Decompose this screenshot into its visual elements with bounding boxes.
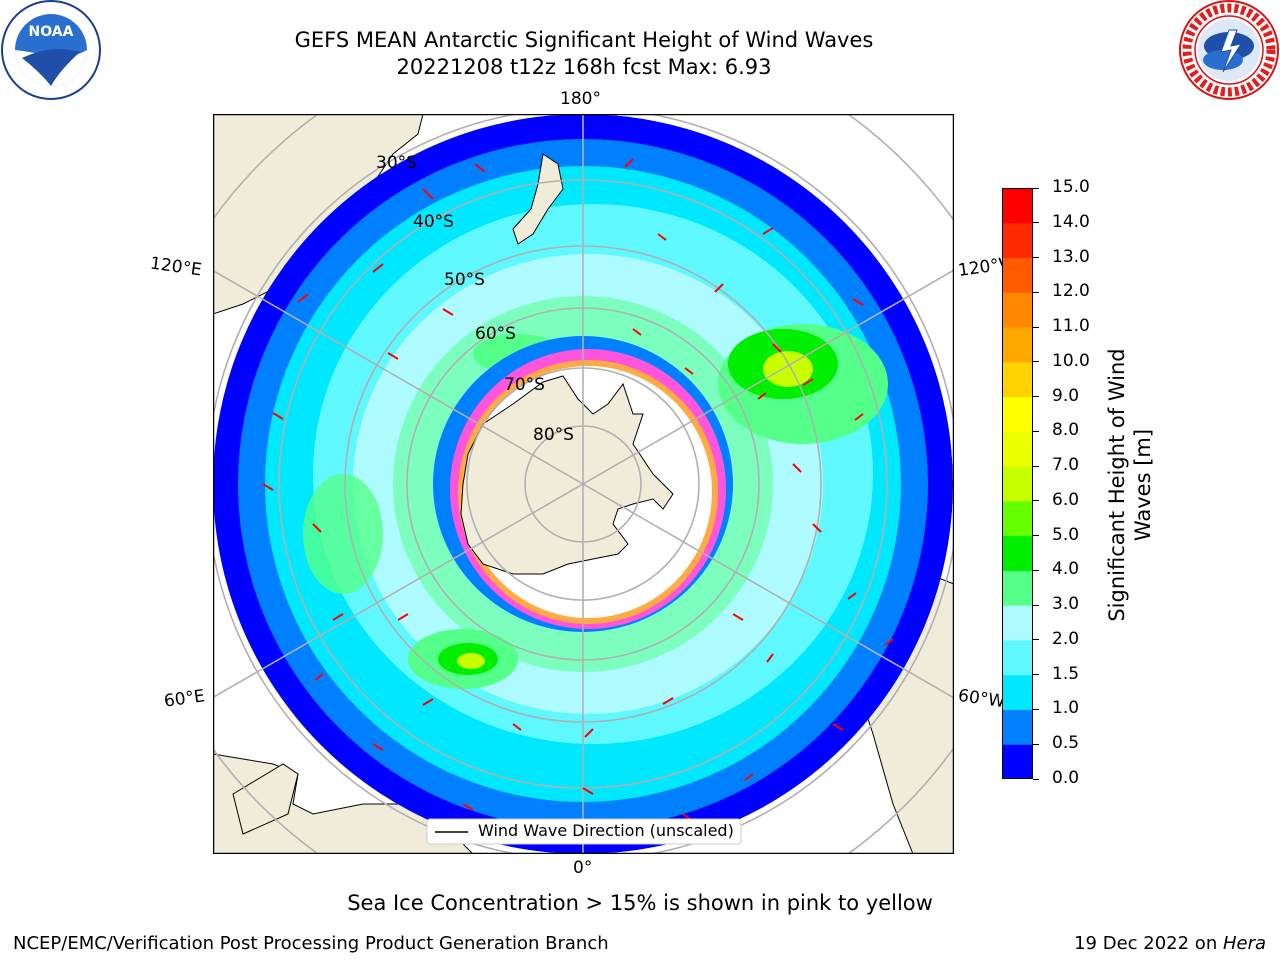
legend-label: Wind Wave Direction (unscaled) xyxy=(478,821,734,840)
colorbar-tick-mark xyxy=(1033,396,1039,398)
lon-label-120e: 120°E xyxy=(148,253,203,281)
colorbar-segment xyxy=(1002,396,1033,432)
lat-label-80s: 80°S xyxy=(533,425,574,445)
colorbar-tick-label: 1.0 xyxy=(1052,698,1080,719)
colorbar xyxy=(1002,188,1033,779)
colorbar-tick-label: 15.0 xyxy=(1052,177,1090,197)
lat-label-40s: 40°S xyxy=(413,212,454,232)
new-zealand-land xyxy=(512,153,564,245)
host-name: Hera xyxy=(1222,933,1266,954)
chart-subtitle: 20221208 t12z 168h fcst Max: 6.93 xyxy=(396,55,772,79)
lon-label-180: 180° xyxy=(560,89,601,109)
colorbar-tick-mark xyxy=(1033,361,1039,363)
lat-label-30s: 30°S xyxy=(376,153,417,173)
noaa-logo: NOAA xyxy=(1,0,101,100)
colorbar-tick-mark xyxy=(1033,778,1039,780)
colorbar-tick-label: 10.0 xyxy=(1052,350,1090,371)
colorbar-tick-label: 6.0 xyxy=(1052,489,1080,510)
colorbar-border xyxy=(1002,188,1033,779)
lat-label-70s: 70°S xyxy=(504,375,545,395)
colorbar-segment xyxy=(1002,709,1033,745)
colorbar-tick-mark xyxy=(1033,500,1039,502)
colorbar-tick-mark xyxy=(1033,222,1039,224)
lon-label-60w: 60°W xyxy=(956,685,1007,713)
colorbar-tick-label: 4.0 xyxy=(1052,559,1080,580)
colorbar-tick-label: 0.5 xyxy=(1052,733,1080,754)
colorbar-segment xyxy=(1002,605,1033,641)
colorbar-tick-mark xyxy=(1033,743,1039,745)
lat-label-60s: 60°S xyxy=(475,324,516,344)
colorbar-tick-label: 3.0 xyxy=(1052,594,1080,615)
colorbar-segment xyxy=(1002,466,1033,502)
colorbar-segment xyxy=(1002,222,1033,259)
colorbar-segment xyxy=(1002,257,1033,293)
colorbar-segment xyxy=(1002,188,1033,224)
madagascar-land xyxy=(232,763,299,835)
lon-label-60e: 60°E xyxy=(162,686,207,712)
colorbar-segment xyxy=(1002,327,1033,363)
lon-label-0: 0° xyxy=(573,858,593,878)
colorbar-tick-label: 1.5 xyxy=(1052,663,1080,684)
colorbar-title: Significant Height of Wind Waves [m] xyxy=(1105,348,1155,622)
colorbar-segment xyxy=(1002,674,1033,710)
colorbar-tick-mark xyxy=(1033,326,1039,328)
noaa-logo-text: NOAA xyxy=(29,24,74,40)
credit-date: 19 Dec 2022 on Hera xyxy=(1074,933,1266,954)
colorbar-tick-mark xyxy=(1033,465,1039,467)
sea-ice-note: Sea Ice Concentration > 15% is shown in … xyxy=(347,891,933,915)
colorbar-tick-mark xyxy=(1033,674,1039,676)
lat-label-50s: 50°S xyxy=(444,270,485,290)
colorbar-tick-label: 7.0 xyxy=(1052,455,1080,476)
colorbar-tick-label: 2.0 xyxy=(1052,628,1080,649)
colorbar-segment xyxy=(1002,744,1033,779)
colorbar-segment xyxy=(1002,431,1033,467)
chart-title: GEFS MEAN Antarctic Significant Height o… xyxy=(294,28,874,52)
credit-left: NCEP/EMC/Verification Post Processing Pr… xyxy=(13,933,609,954)
colorbar-tick-label: 14.0 xyxy=(1052,211,1090,232)
colorbar-tick-label: 13.0 xyxy=(1052,246,1090,267)
colorbar-tick-mark xyxy=(1033,535,1039,537)
colorbar-tick-label: 8.0 xyxy=(1052,420,1080,441)
colorbar-tick-label: 0.0 xyxy=(1052,768,1080,788)
colorbar-segment xyxy=(1002,639,1033,676)
colorbar-tick-label: 11.0 xyxy=(1052,316,1090,337)
map-legend xyxy=(426,818,742,845)
colorbar-segment xyxy=(1002,292,1033,328)
polar-map xyxy=(213,114,954,854)
colorbar-tick-mark xyxy=(1033,569,1039,571)
date-text: 19 Dec 2022 on xyxy=(1074,933,1223,954)
colorbar-tick-label: 9.0 xyxy=(1052,385,1080,406)
colorbar-segment xyxy=(1002,361,1033,398)
colorbar-tick-mark xyxy=(1033,187,1039,189)
colorbar-tick-mark xyxy=(1033,430,1039,432)
nws-logo xyxy=(1179,0,1279,100)
wind-arrows xyxy=(262,158,894,821)
colorbar-tick-mark xyxy=(1033,708,1039,710)
colorbar-segment xyxy=(1002,570,1033,606)
colorbar-tick-label: 12.0 xyxy=(1052,281,1090,302)
colorbar-tick-label: 5.0 xyxy=(1052,524,1080,545)
colorbar-segment xyxy=(1002,500,1033,537)
colorbar-tick-mark xyxy=(1033,291,1039,293)
colorbar-tick-mark xyxy=(1033,257,1039,259)
colorbar-tick-mark xyxy=(1033,639,1039,641)
colorbar-segment xyxy=(1002,535,1033,571)
colorbar-tick-mark xyxy=(1033,604,1039,606)
